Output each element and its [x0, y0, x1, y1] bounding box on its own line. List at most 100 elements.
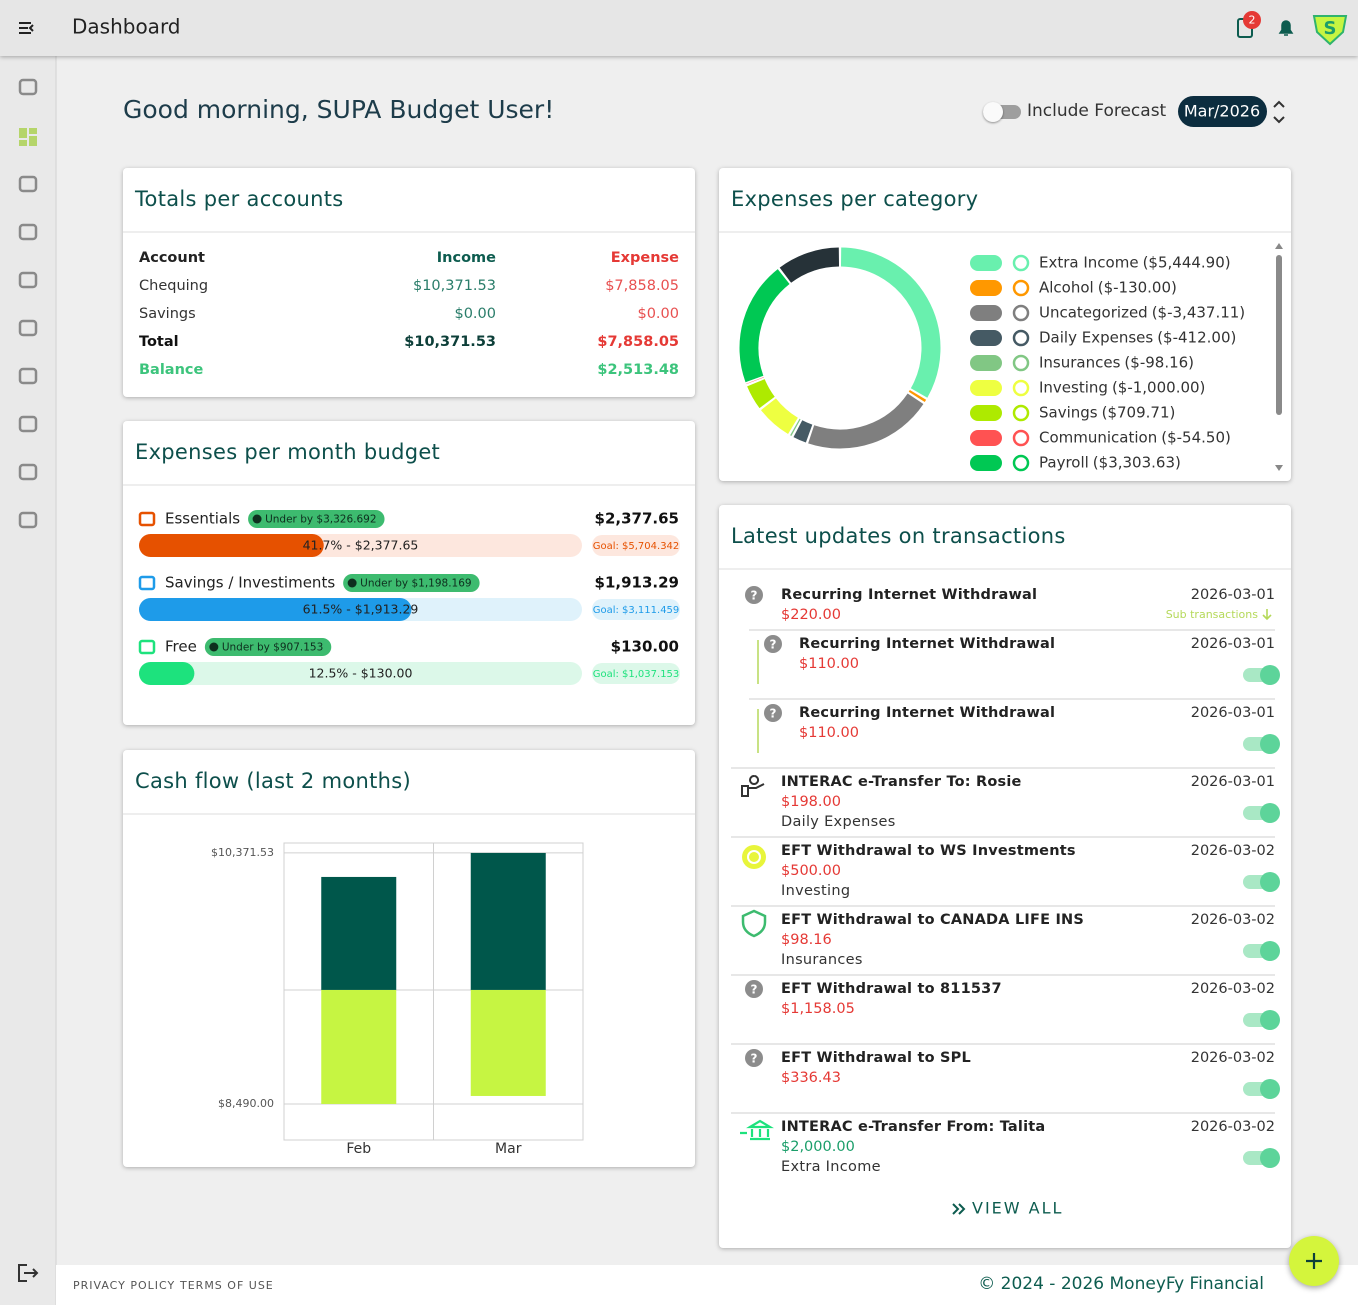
nav-icon[interactable] — [18, 271, 38, 289]
transaction-title[interactable]: EFT Withdrawal to WS Investments — [781, 843, 1076, 859]
nav-icon[interactable] — [18, 511, 38, 529]
forecast-knob[interactable] — [983, 102, 1003, 122]
transaction-title[interactable]: Recurring Internet Withdrawal — [799, 705, 1055, 721]
nav-icon[interactable] — [18, 463, 38, 481]
legend-swatch — [970, 280, 1002, 296]
period-pill[interactable] — [1178, 96, 1267, 127]
card-dividers — [123, 231, 1291, 815]
transaction-title[interactable]: INTERAC e-Transfer To: Rosie — [781, 774, 1022, 790]
card — [719, 505, 1291, 1248]
donut-segment — [793, 420, 813, 443]
period-label[interactable]: Mar/2026 — [1184, 102, 1260, 121]
transaction-title[interactable]: INTERAC e-Transfer From: Talita — [781, 1119, 1045, 1135]
transaction-amount: $110.00 — [799, 725, 859, 741]
transaction-title[interactable]: Recurring Internet Withdrawal — [781, 587, 1037, 603]
goal-pill — [592, 599, 680, 620]
toggle-knob[interactable] — [1260, 734, 1280, 754]
nav-icon[interactable] — [18, 415, 38, 433]
badge-check — [252, 514, 262, 524]
transaction-title[interactable]: EFT Withdrawal to CANADA LIFE INS — [781, 912, 1084, 928]
legend-swatch — [970, 430, 1002, 446]
footer-link[interactable]: PRIVACY POLICY — [73, 1279, 175, 1292]
badge — [1243, 11, 1261, 29]
toggle-knob[interactable] — [1260, 1010, 1280, 1030]
budget-amount: $1,913.29 — [595, 574, 679, 592]
transaction-title[interactable]: EFT Withdrawal to SPL — [781, 1050, 971, 1066]
menu-button[interactable] — [19, 22, 34, 34]
donut-segment — [808, 393, 924, 449]
icon — [764, 704, 782, 722]
badge-text: Under by $3,326.692 — [265, 514, 376, 526]
legend-icon — [1012, 404, 1030, 422]
table-cell: $2,513.48 — [597, 362, 679, 378]
transaction-date: 2026-03-01 — [1191, 636, 1275, 652]
transaction-title[interactable]: EFT Withdrawal to 811537 — [781, 981, 1002, 997]
bell-icon[interactable] — [1278, 20, 1294, 36]
nav-icon[interactable] — [18, 175, 38, 193]
transaction-amount: $336.43 — [781, 1070, 841, 1086]
nav-icon[interactable] — [19, 128, 37, 146]
transaction-title[interactable]: Recurring Internet Withdrawal — [799, 636, 1055, 652]
toggle-knob[interactable] — [1260, 1148, 1280, 1168]
fab-plus[interactable] — [1306, 1253, 1322, 1269]
legend-value: ($-130.00) — [1098, 279, 1177, 297]
table-cell: $7,858.05 — [597, 334, 679, 350]
card-title: Expenses per category — [731, 187, 978, 211]
budget-amount: $130.00 — [611, 638, 679, 656]
scroll-arrow[interactable] — [1275, 465, 1283, 471]
transaction-amount: $500.00 — [781, 863, 841, 879]
nav-icon[interactable] — [18, 78, 38, 96]
legend-label: Insurances — [1039, 354, 1121, 372]
table-cell: Balance — [139, 362, 204, 378]
legend-label: Extra Income — [1039, 254, 1139, 272]
toggle-knob[interactable] — [1260, 665, 1280, 685]
toggle-knob[interactable] — [1260, 1079, 1280, 1099]
icon-glyph: ? — [770, 638, 777, 652]
badge-count: 2 — [1249, 14, 1256, 27]
legend-icon — [1012, 329, 1030, 347]
logout-icon[interactable] — [18, 1264, 39, 1282]
legend-value: ($709.71) — [1102, 404, 1176, 422]
footer-link[interactable]: TERMS OF USE — [179, 1279, 274, 1292]
icon — [741, 909, 767, 938]
legend-label: Communication — [1039, 429, 1157, 447]
card-title: Latest updates on transactions — [731, 524, 1066, 548]
icon — [742, 845, 766, 869]
goal-label: Goal: $1,037.153 — [593, 669, 680, 680]
table-cell: $7,858.05 — [605, 278, 679, 294]
bar — [470, 989, 546, 1096]
transaction-amount: $98.16 — [781, 932, 832, 948]
scroll-thumb[interactable] — [1276, 255, 1282, 415]
sub-transactions-label[interactable]: Sub transactions — [1166, 608, 1259, 621]
category-icon — [138, 639, 156, 655]
sub-arrow[interactable] — [1262, 609, 1272, 621]
badge-check — [209, 642, 219, 652]
logo[interactable] — [1312, 15, 1348, 46]
progress-label: 61.5% - $1,913.29 — [303, 602, 419, 617]
toggle-knob[interactable] — [1260, 941, 1280, 961]
card-title: Totals per accounts — [134, 187, 344, 211]
nav-icon[interactable] — [18, 319, 38, 337]
toggle-knob[interactable] — [1260, 803, 1280, 823]
x-tick-label: Mar — [495, 1141, 522, 1157]
legend-icon — [1012, 254, 1030, 272]
period-stepper[interactable] — [1273, 100, 1285, 124]
legend-label: Uncategorized — [1039, 304, 1148, 322]
view-all-button[interactable]: VIEW ALL — [972, 1199, 1063, 1218]
card-title: Cash flow (last 2 months) — [135, 769, 411, 793]
budget-badge — [204, 638, 332, 656]
scroll-arrow[interactable] — [1275, 243, 1283, 249]
legend-label: Investing — [1039, 379, 1108, 397]
legend-value: ($-98.16) — [1124, 354, 1194, 372]
view-all-icon[interactable] — [952, 1203, 966, 1215]
icon — [741, 775, 765, 797]
donut-segment — [739, 269, 790, 383]
legend-icon — [1012, 279, 1030, 297]
toggle-knob[interactable] — [1260, 872, 1280, 892]
column-header: Income — [437, 250, 496, 266]
card — [123, 750, 695, 1167]
nav-icon[interactable] — [18, 367, 38, 385]
goal-label: Goal: $5,704.342 — [593, 541, 680, 552]
nav-icon[interactable] — [18, 223, 38, 241]
